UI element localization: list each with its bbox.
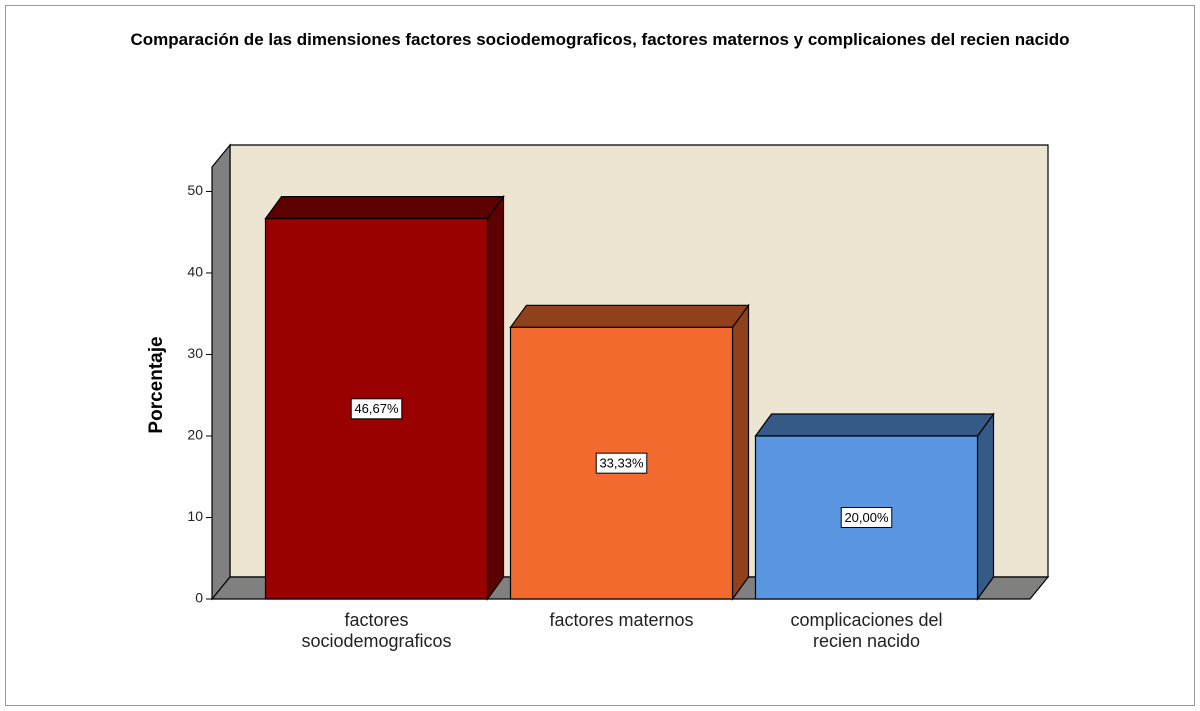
bar-top bbox=[754, 413, 995, 437]
value-label-box bbox=[595, 452, 648, 474]
y-axis-label: Porcentaje bbox=[146, 336, 167, 433]
value-label: 46,67% bbox=[354, 401, 399, 416]
y-tick-label: 40 bbox=[187, 264, 203, 280]
y-tick-label: 10 bbox=[187, 508, 203, 524]
x-tick-label: complicaciones del recien nacido bbox=[790, 610, 943, 651]
value-label-box bbox=[350, 398, 403, 420]
value-label: 20,00% bbox=[844, 510, 889, 525]
bar-side bbox=[486, 194, 505, 601]
left-wall bbox=[211, 143, 231, 601]
value-label: 33,33% bbox=[599, 456, 644, 471]
bar-side bbox=[731, 303, 750, 601]
y-tick-label: 0 bbox=[195, 590, 203, 606]
bar-top bbox=[264, 195, 505, 220]
x-tick-label: factores sociodemograficos bbox=[301, 610, 452, 651]
x-tick-label: factores maternos bbox=[549, 610, 694, 630]
y-tick-label: 50 bbox=[187, 182, 203, 198]
y-tick-label: 30 bbox=[187, 345, 203, 361]
y-tick-label: 20 bbox=[187, 427, 203, 443]
bar-side bbox=[976, 412, 995, 601]
value-label-box bbox=[840, 506, 893, 528]
frame bbox=[5, 5, 1195, 706]
bar-top bbox=[509, 304, 750, 328]
chart-title: Comparación de las dimensiones factores … bbox=[130, 30, 1070, 49]
